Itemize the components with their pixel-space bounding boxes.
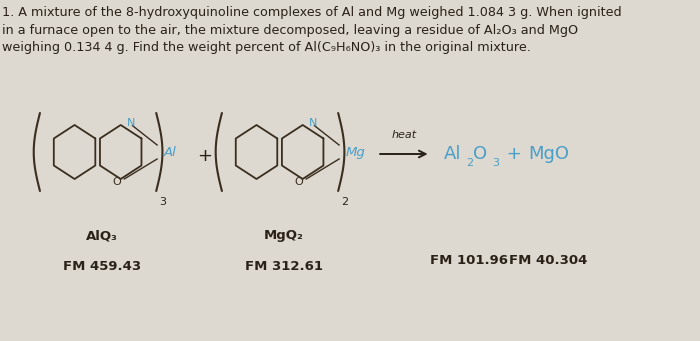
Text: MgO: MgO xyxy=(528,145,569,163)
Text: O: O xyxy=(473,145,487,163)
Text: N: N xyxy=(309,118,317,128)
Text: 2: 2 xyxy=(466,158,473,168)
Text: 1. A mixture of the 8-hydroxyquinoline complexes of Al and Mg weighed 1.084 3 g.: 1. A mixture of the 8-hydroxyquinoline c… xyxy=(2,6,622,54)
Text: O: O xyxy=(295,177,304,187)
Text: 3: 3 xyxy=(159,197,166,207)
Text: Al: Al xyxy=(163,146,176,159)
Text: FM 459.43: FM 459.43 xyxy=(63,260,141,272)
Text: O: O xyxy=(113,177,122,187)
Text: Mg: Mg xyxy=(345,146,365,159)
Text: FM 40.304: FM 40.304 xyxy=(510,254,588,267)
Text: Al: Al xyxy=(444,145,461,163)
Text: heat: heat xyxy=(391,130,416,140)
Text: AlQ₃: AlQ₃ xyxy=(86,229,118,242)
Text: +: + xyxy=(501,145,528,163)
Text: N: N xyxy=(127,118,135,128)
Text: 3: 3 xyxy=(493,158,500,168)
Text: +: + xyxy=(197,147,211,165)
Text: 2: 2 xyxy=(341,197,348,207)
Text: MgQ₂: MgQ₂ xyxy=(264,229,304,242)
Text: FM 312.61: FM 312.61 xyxy=(245,260,323,272)
Text: FM 101.96: FM 101.96 xyxy=(430,254,508,267)
